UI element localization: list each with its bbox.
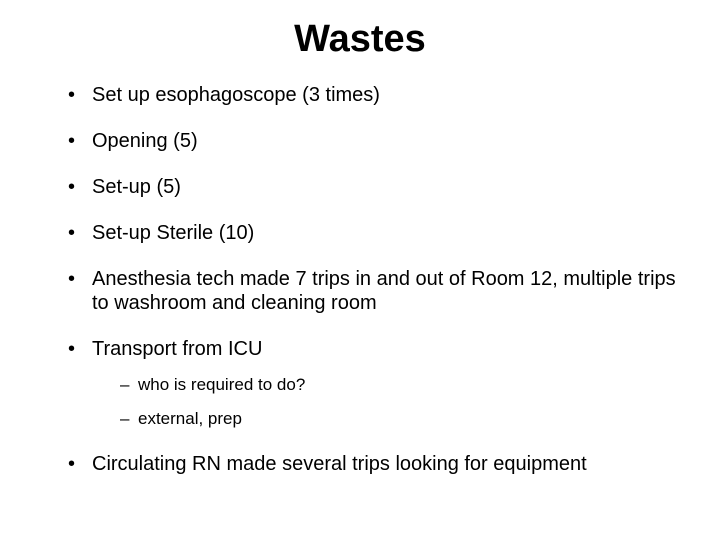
sub-list-item: external, prep (120, 409, 680, 429)
list-item: Set-up (5) (68, 175, 680, 199)
sub-bullet-text: external, prep (138, 409, 242, 428)
slide: Wastes Set up esophagoscope (3 times) Op… (0, 0, 720, 540)
bullet-list: Set up esophagoscope (3 times) Opening (… (40, 83, 680, 476)
bullet-text: Transport from ICU (92, 338, 262, 360)
list-item: Set-up Sterile (10) (68, 221, 680, 245)
list-item: Transport from ICU who is required to do… (68, 337, 680, 430)
bullet-text: Anesthesia tech made 7 trips in and out … (92, 268, 676, 314)
list-item: Set up esophagoscope (3 times) (68, 83, 680, 107)
bullet-text: Opening (5) (92, 130, 198, 152)
list-item: Opening (5) (68, 129, 680, 153)
bullet-text: Set-up (5) (92, 176, 181, 198)
list-item: Anesthesia tech made 7 trips in and out … (68, 267, 680, 315)
slide-title: Wastes (40, 18, 680, 61)
bullet-text: Set-up Sterile (10) (92, 222, 254, 244)
sub-bullet-text: who is required to do? (138, 375, 305, 394)
bullet-text: Set up esophagoscope (3 times) (92, 84, 380, 106)
sub-list-item: who is required to do? (120, 375, 680, 395)
list-item: Circulating RN made several trips lookin… (68, 452, 680, 476)
bullet-text: Circulating RN made several trips lookin… (92, 453, 587, 475)
sub-bullet-list: who is required to do? external, prep (92, 375, 680, 430)
